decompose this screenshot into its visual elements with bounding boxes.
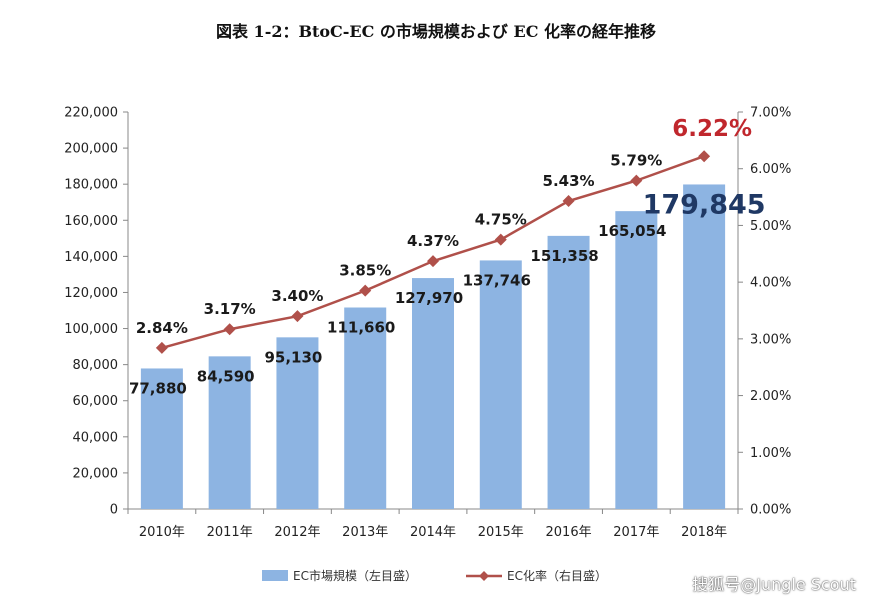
bar bbox=[140, 368, 183, 509]
bar bbox=[276, 337, 319, 509]
rate-value-label: 4.75% bbox=[475, 211, 527, 229]
y-left-tick-label: 100,000 bbox=[64, 322, 118, 337]
y-right-tick-label: 1.00% bbox=[750, 446, 791, 461]
rate-marker bbox=[427, 255, 439, 268]
bar-value-label: 151,358 bbox=[530, 247, 598, 265]
rate-marker bbox=[494, 233, 507, 246]
rate-marker bbox=[291, 310, 304, 323]
rate-value-label: 5.79% bbox=[610, 152, 662, 170]
legend-bar-label: EC市場規模（左目盛） bbox=[293, 568, 417, 583]
y-left-tick-label: 180,000 bbox=[64, 178, 118, 193]
x-tick-label: 2010年 bbox=[139, 525, 185, 540]
rate-value-label: 2.84% bbox=[136, 319, 188, 337]
rate-value-label: 3.17% bbox=[204, 300, 256, 318]
y-right-tick-label: 3.00% bbox=[750, 332, 791, 347]
rate-marker bbox=[562, 195, 575, 208]
rate-value-label: 4.37% bbox=[407, 232, 459, 250]
x-tick-label: 2013年 bbox=[342, 525, 388, 540]
x-tick-label: 2011年 bbox=[207, 525, 253, 540]
x-tick-label: 2014年 bbox=[410, 525, 456, 540]
rate-value-label: 5.43% bbox=[543, 172, 595, 190]
y-right-tick-label: 4.00% bbox=[750, 276, 791, 291]
bar-value-label: 165,054 bbox=[598, 222, 666, 240]
x-tick-label: 2018年 bbox=[681, 525, 727, 540]
y-left-tick-label: 20,000 bbox=[73, 466, 119, 481]
y-right-tick-label: 0.00% bbox=[750, 503, 791, 518]
rate-marker bbox=[155, 341, 168, 354]
bar-value-label: 111,660 bbox=[327, 319, 395, 337]
y-left-tick-label: 0 bbox=[110, 503, 118, 518]
y-left-tick-label: 220,000 bbox=[64, 106, 118, 121]
legend-line-marker bbox=[479, 571, 489, 581]
y-right-tick-label: 5.00% bbox=[750, 219, 791, 234]
rate-marker bbox=[698, 150, 711, 163]
rate-value-label: 3.40% bbox=[271, 287, 323, 305]
rate-marker bbox=[223, 323, 236, 336]
legend-bar-swatch bbox=[262, 570, 288, 581]
bar-value-label: 137,746 bbox=[463, 271, 531, 289]
bar bbox=[547, 235, 590, 509]
y-left-tick-label: 160,000 bbox=[64, 214, 118, 229]
y-left-tick-label: 80,000 bbox=[73, 358, 119, 373]
bar bbox=[344, 307, 387, 509]
bar-value-label: 84,590 bbox=[197, 367, 255, 385]
bar bbox=[683, 184, 726, 509]
legend: EC市場規模（左目盛） EC化率（右目盛） bbox=[262, 568, 607, 583]
bar-value-label: 127,970 bbox=[395, 289, 463, 307]
y-left-tick-label: 40,000 bbox=[73, 430, 119, 445]
bar-series bbox=[140, 184, 726, 509]
bar bbox=[615, 211, 658, 509]
bar-value-label: 179,845 bbox=[643, 189, 766, 220]
x-tick-label: 2016年 bbox=[546, 525, 592, 540]
y-left-tick-label: 60,000 bbox=[73, 394, 119, 409]
rate-marker bbox=[630, 174, 643, 187]
y-left-tick-label: 140,000 bbox=[64, 250, 118, 265]
y-right-tick-label: 2.00% bbox=[750, 389, 791, 404]
watermark: 搜狐号@Jungle Scout bbox=[692, 575, 856, 594]
y-left-tick-label: 200,000 bbox=[64, 142, 118, 157]
bar bbox=[479, 260, 522, 509]
bar bbox=[208, 356, 251, 509]
rate-marker bbox=[359, 284, 372, 297]
y-right-tick-label: 7.00% bbox=[750, 106, 791, 121]
y-left-tick-label: 120,000 bbox=[64, 286, 118, 301]
rate-value-label: 3.85% bbox=[339, 262, 391, 280]
x-tick-label: 2015年 bbox=[478, 525, 524, 540]
x-tick-label: 2017年 bbox=[613, 525, 659, 540]
bar-value-label: 95,130 bbox=[264, 348, 322, 366]
legend-line-label: EC化率（右目盛） bbox=[507, 568, 607, 583]
bar bbox=[412, 278, 454, 509]
line-series bbox=[155, 150, 711, 354]
bar-value-label: 77,880 bbox=[129, 379, 187, 397]
y-right-tick-label: 6.00% bbox=[750, 162, 791, 177]
chart-title: 図表 1-2：BtoC-EC の市場規模および EC 化率の経年推移 bbox=[215, 22, 656, 41]
x-tick-label: 2012年 bbox=[274, 525, 320, 540]
axes: 0 20,000 40,000 60,000 80,000 100,000 120,000 1… bbox=[64, 106, 791, 541]
rate-value-label: 6.22% bbox=[672, 116, 752, 142]
